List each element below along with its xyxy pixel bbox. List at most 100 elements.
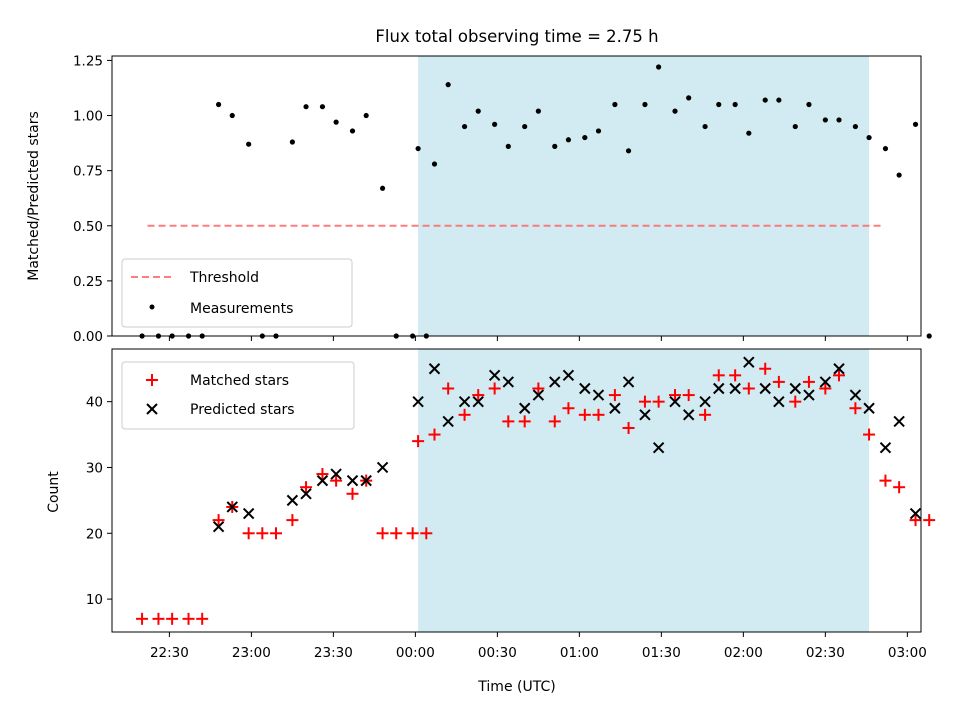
x-tick-label: 00:30 <box>478 645 517 661</box>
predicted-star-marker <box>879 442 892 454</box>
measurement-point <box>792 123 798 130</box>
measurement-point <box>896 172 902 178</box>
measurement-point <box>229 112 235 119</box>
matched-star-marker <box>849 402 862 415</box>
predicted-star-marker <box>300 488 312 500</box>
matched-star-marker <box>819 382 832 395</box>
predicted-star-marker <box>639 409 651 421</box>
measurement-point <box>926 333 932 339</box>
matched-legend-swatch <box>146 374 158 386</box>
predicted-star-marker <box>592 389 605 401</box>
matched-star-marker <box>622 421 635 434</box>
measurement-point <box>582 134 588 141</box>
x-tick-label: 03:00 <box>888 645 927 661</box>
bottom-observing-span <box>418 349 870 632</box>
measurement-point <box>836 117 842 123</box>
predicted-star-marker <box>226 501 238 513</box>
x-tick-label: 22:30 <box>150 645 189 661</box>
predicted-star-marker <box>743 356 755 368</box>
measurement-point <box>505 143 511 149</box>
predicted-star-marker <box>360 474 372 487</box>
top-y-tick-label: 0.75 <box>73 164 103 180</box>
matched-star-marker <box>472 389 485 402</box>
predicted-star-marker <box>652 442 665 454</box>
x-axis-label: Time (UTC) <box>477 679 555 695</box>
measurement-point <box>333 119 339 125</box>
matched-star-marker <box>458 408 471 421</box>
measurement-point <box>552 143 558 149</box>
matched-star-marker <box>136 612 149 625</box>
matched-star-marker <box>669 389 682 402</box>
matched-star-marker <box>742 382 755 395</box>
measurement-point <box>565 137 572 143</box>
measurement-point <box>806 101 812 108</box>
x-tick-label: 23:30 <box>314 645 353 661</box>
matched-star-marker <box>152 612 165 625</box>
predicted-star-marker <box>909 507 922 520</box>
bottom-x-tick: 02:30 <box>806 632 845 661</box>
measurements-legend-swatch <box>149 304 155 310</box>
predicted-star-marker <box>549 376 561 388</box>
measurement-point <box>475 108 481 114</box>
predicted-star-marker <box>286 494 299 507</box>
measurement-point <box>415 145 421 152</box>
predicted-star-marker <box>669 395 681 408</box>
matched-star-marker <box>256 527 269 540</box>
predicted-star-marker <box>316 474 329 487</box>
bottom-x-tick: 02:00 <box>724 632 763 661</box>
predicted-star-marker <box>428 363 441 375</box>
measurement-point <box>303 104 309 110</box>
matched-star-marker <box>592 408 605 421</box>
predicted-legend-label: Predicted stars <box>190 402 295 418</box>
predicted-star-marker <box>330 468 342 480</box>
matched-star-marker <box>712 369 725 382</box>
measurement-point <box>595 128 602 134</box>
measurement-point <box>535 108 541 114</box>
measurement-point <box>762 97 768 103</box>
top-y-tick: 0.75 <box>73 164 112 180</box>
bottom-y-tick: 40 <box>86 395 112 411</box>
predicted-star-marker <box>789 382 801 395</box>
matched-star-marker <box>608 389 621 402</box>
predicted-star-marker <box>502 376 515 388</box>
bottom-x-tick: 03:00 <box>888 632 927 661</box>
matched-star-marker <box>548 415 561 428</box>
measurement-point <box>319 104 326 110</box>
matched-star-marker <box>909 514 922 527</box>
matched-star-marker <box>879 474 892 487</box>
predicted-star-marker <box>849 389 862 401</box>
matched-star-marker <box>316 468 329 481</box>
bottom-frame <box>111 348 922 633</box>
predicted-star-marker <box>713 382 725 395</box>
measurement-point <box>461 123 468 130</box>
matched-star-marker <box>269 527 282 540</box>
top-y-tick: 0.25 <box>73 274 112 290</box>
predicted-star-marker <box>759 382 771 395</box>
threshold-legend-label: Threshold <box>189 270 259 286</box>
predicted-star-marker <box>893 415 905 428</box>
measurement-point <box>866 134 872 141</box>
predicted-star-marker <box>212 520 225 533</box>
top-y-tick: 1.00 <box>73 109 112 125</box>
measurement-point <box>379 185 386 191</box>
top-legend-frame <box>121 258 353 328</box>
bottom-x-tick: 01:30 <box>642 632 681 661</box>
matched-star-marker <box>286 514 299 527</box>
top-y-tick: 0.50 <box>73 219 112 235</box>
matched-star-marker <box>802 375 815 388</box>
predicted-star-marker <box>488 369 501 382</box>
bottom-x-tick: 01:00 <box>560 632 599 661</box>
measurement-point <box>732 101 738 108</box>
bottom-legend: Matched stars Predicted stars <box>121 361 355 430</box>
measurement-point <box>522 123 528 130</box>
bottom-x-tick: 22:30 <box>150 632 189 661</box>
top-series <box>139 64 932 339</box>
measurement-point <box>716 101 722 108</box>
measurement-point <box>625 148 632 154</box>
measurement-point <box>642 101 648 108</box>
top-y-tick-label: 0.25 <box>73 274 103 290</box>
matched-star-marker <box>330 474 343 487</box>
predicted-star-marker <box>412 395 424 408</box>
bottom-x-tick: 23:00 <box>232 632 271 661</box>
bottom-y-tick: 20 <box>86 526 112 542</box>
